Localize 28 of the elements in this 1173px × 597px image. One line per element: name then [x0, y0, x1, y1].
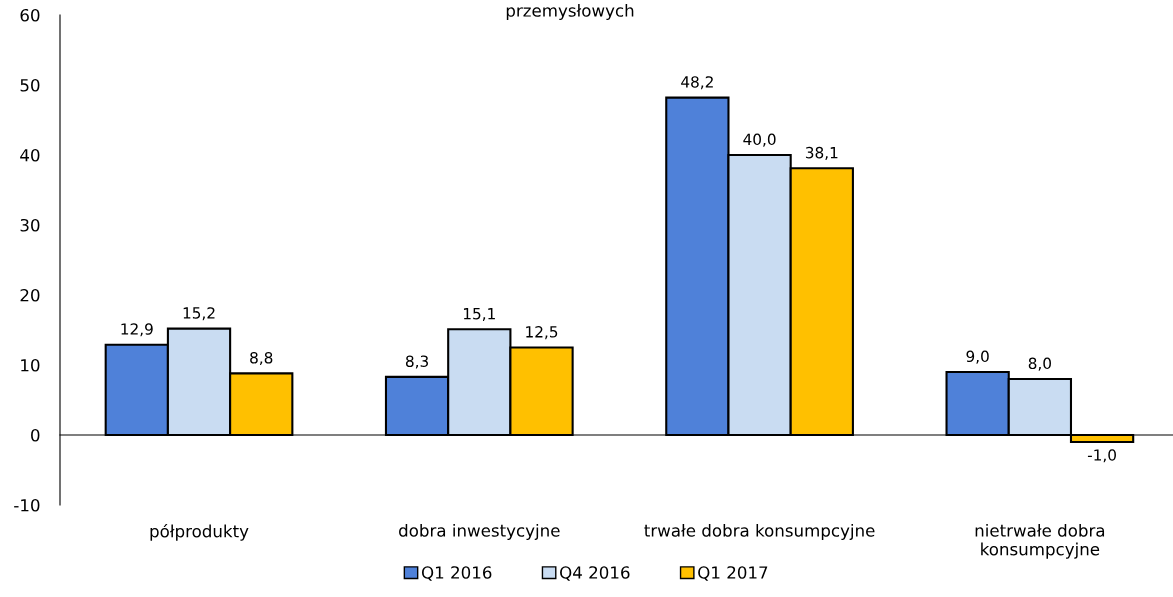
data-label: 38,1	[805, 146, 838, 160]
data-label: 12,9	[121, 323, 153, 337]
x-tick-label: trwałe dobra konsumpcyjne	[644, 523, 875, 541]
data-label: 8,3	[405, 355, 428, 369]
data-label: 12,5	[526, 326, 558, 340]
y-tick-label: 60	[20, 8, 40, 22]
data-label: 9,0	[966, 350, 989, 364]
data-label: 40,0	[743, 133, 776, 147]
x-tick-label: nietrwałe dobra konsumpcyjne	[975, 523, 1105, 559]
data-label: 48,2	[681, 76, 713, 90]
y-tick-label: 50	[20, 78, 40, 92]
data-label: 15,2	[183, 307, 215, 321]
x-tick-label: dobra inwestycyjne	[399, 523, 560, 541]
y-tick-label: 20	[20, 288, 40, 302]
data-label: 8,8	[250, 351, 273, 366]
legend-label: Q1 2016	[421, 566, 492, 581]
data-label: 15,1	[463, 308, 495, 321]
legend-label: Q4 2016	[560, 566, 630, 581]
data-label: -1,0	[1087, 449, 1116, 463]
y-tick-label: 40	[20, 148, 40, 162]
x-tick-label: półprodukty	[150, 523, 249, 541]
y-tick-label: 30	[20, 218, 40, 232]
data-label: 8,0	[1028, 357, 1051, 371]
legend-label: Q1 2017	[698, 566, 768, 581]
y-tick-label: 0	[31, 428, 40, 442]
chart-title: przemysłowych	[506, 3, 634, 21]
y-tick-label: 10	[21, 358, 40, 372]
y-tick-label: -10	[14, 498, 40, 512]
